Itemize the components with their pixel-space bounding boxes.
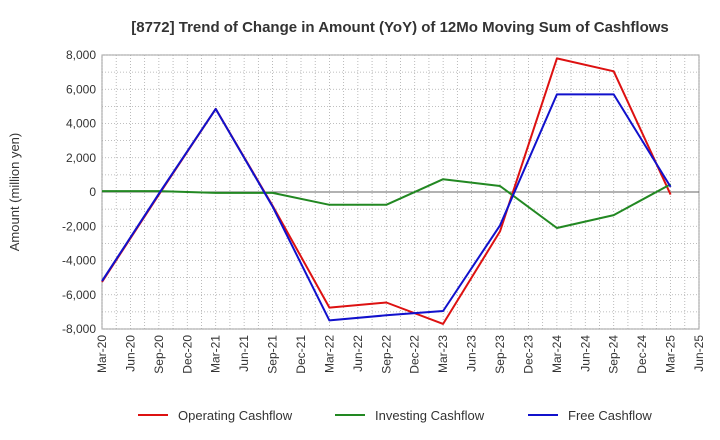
x-tick-label: Sep-21	[266, 335, 280, 374]
x-tick-label: Sep-22	[379, 335, 393, 374]
x-tick-label: Dec-22	[408, 335, 422, 374]
x-axis-ticks: Mar-20 Jun-20 Sep-20 Dec-20 Mar-21 Jun-21 Sep-…	[95, 335, 706, 374]
series-line-free-cashflow	[101, 93, 672, 322]
y-tick-label: -2,000	[62, 219, 96, 233]
x-tick-label: Sep-20	[152, 335, 166, 374]
legend: Operating Cashflow Investing Cashflow Free…	[138, 408, 652, 423]
y-tick-label: -4,000	[62, 254, 96, 268]
x-tick-label: Mar-25	[664, 335, 678, 373]
x-tick-label: Dec-20	[180, 335, 194, 374]
x-tick-label: Mar-21	[209, 335, 223, 373]
y-axis-ticks: 8,000 6,000 4,000 2,000 0 -2,000 -4,000 -6,000 -…	[62, 48, 96, 336]
legend-label-investing-cashflow: Investing Cashflow	[375, 408, 485, 423]
y-tick-label: 8,000	[66, 48, 96, 62]
x-tick-label: Jun-22	[351, 335, 365, 372]
x-tick-label: Sep-23	[493, 335, 507, 374]
y-tick-label: -6,000	[62, 288, 96, 302]
series-lines	[101, 57, 672, 325]
x-tick-label: Dec-21	[294, 335, 308, 374]
chart-title: [8772] Trend of Change in Amount (YoY) o…	[131, 19, 669, 36]
x-tick-label: Mar-24	[550, 335, 564, 373]
x-tick-label: Mar-20	[95, 335, 109, 373]
x-tick-label: Jun-20	[123, 335, 137, 372]
y-axis-label: Amount (million yen)	[7, 133, 22, 252]
x-tick-label: Jun-21	[237, 335, 251, 372]
x-tick-label: Jun-25	[692, 335, 706, 372]
x-tick-label: Mar-23	[436, 335, 450, 373]
y-tick-label: -8,000	[62, 322, 96, 336]
x-tick-label: Mar-22	[322, 335, 336, 373]
y-tick-label: 4,000	[66, 117, 96, 131]
legend-label-free-cashflow: Free Cashflow	[568, 408, 652, 423]
legend-label-operating-cashflow: Operating Cashflow	[178, 408, 293, 423]
y-tick-label: 6,000	[66, 82, 96, 96]
y-tick-label: 2,000	[66, 151, 96, 165]
x-tick-label: Jun-24	[578, 335, 592, 372]
x-tick-label: Sep-24	[607, 335, 621, 374]
series-line-investing-cashflow	[102, 178, 672, 229]
y-tick-label: 0	[89, 185, 96, 199]
x-tick-label: Jun-23	[465, 335, 479, 372]
x-tick-label: Dec-24	[635, 335, 649, 374]
x-tick-label: Dec-23	[521, 335, 535, 374]
grid-lines	[101, 54, 700, 330]
